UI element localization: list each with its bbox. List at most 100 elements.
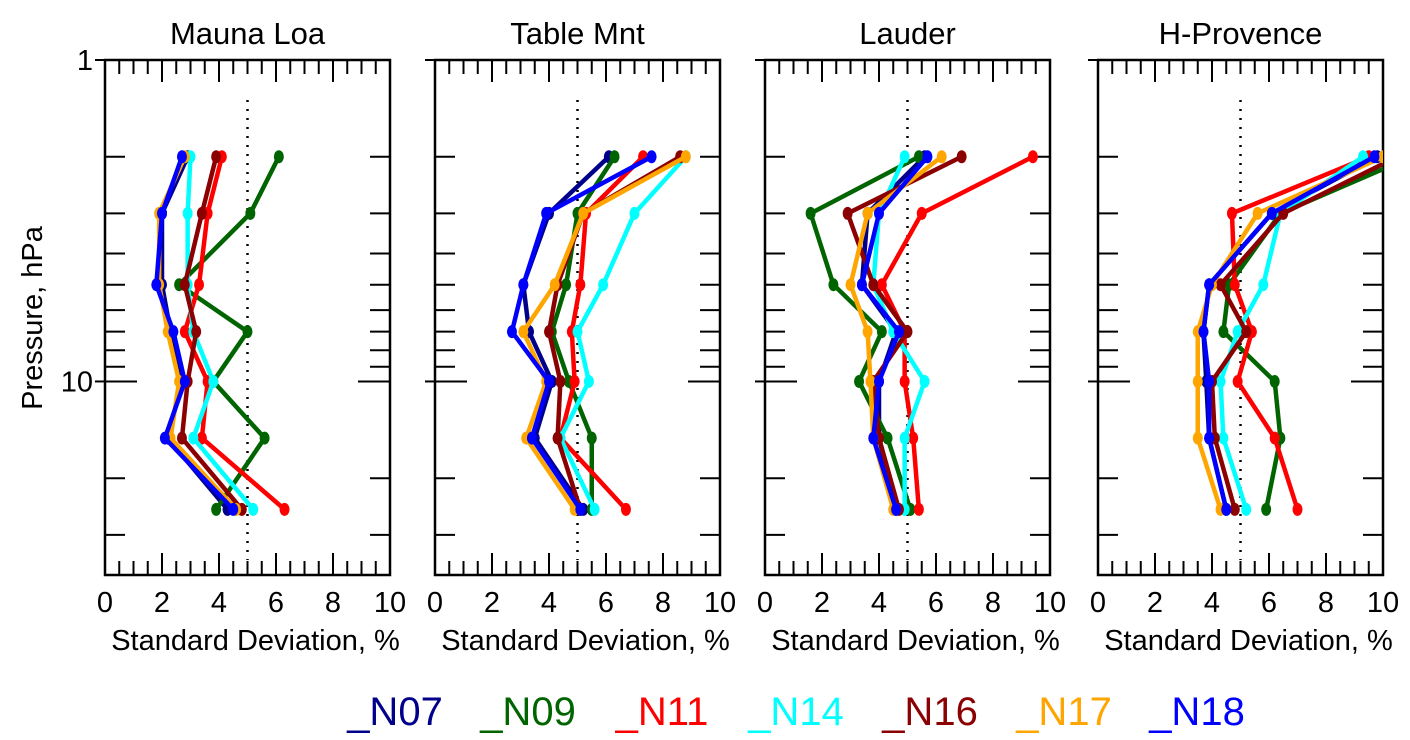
data-point [620,502,631,516]
data-point [1221,502,1232,516]
x-tick-label: 6 [268,587,284,619]
data-point [956,150,967,164]
data-point [168,325,179,339]
x-tick-label: 2 [1147,587,1163,619]
data-point [179,325,190,339]
data-point [1215,374,1226,388]
x-tick-label: 8 [325,587,341,619]
data-point [1266,206,1277,220]
data-point [544,325,554,339]
data-point [1241,502,1252,516]
data-point [575,278,586,292]
y-axis-label: Pressure, hPa [17,225,49,410]
data-point [157,206,167,220]
x-tick-label: 2 [484,587,500,619]
data-point [1269,374,1280,388]
data-point [1027,150,1038,164]
legend-item-n18: _N18 [1148,690,1245,734]
data-point [561,278,572,292]
panel-2: Table Mnt 0 2 4 6 8 10 Standard Deviation, % [425,16,736,657]
data-point [196,431,207,445]
x-tick-label: 0 [427,587,443,619]
data-point [196,206,207,220]
x-axis-label: Standard Deviation, % [1104,625,1393,657]
panel-1: Mauna Loa 0 2 4 6 8 10 1 10 Standard Deviation, % [61,16,406,657]
data-point [586,431,597,445]
data-point [541,206,552,220]
data-point [575,502,586,516]
data-point [1192,374,1203,388]
data-point [248,502,259,516]
data-point [609,150,620,164]
x-tick-label: 10 [1367,587,1399,619]
series-group [1192,150,1383,516]
data-point [552,431,563,445]
panel-title: Mauna Loa [170,16,326,51]
data-point [1198,325,1209,339]
x-tick-label: 4 [871,587,887,619]
data-point [1369,150,1380,164]
data-point [182,206,193,220]
data-point [1252,206,1263,220]
x-tick-label: 0 [757,587,773,619]
data-point [518,278,529,292]
data-point [1204,278,1215,292]
data-point [245,206,256,220]
data-point [899,374,910,388]
data-point [876,278,887,292]
data-point [922,150,933,164]
data-point [179,278,190,292]
data-point [555,374,566,388]
data-point [874,206,884,220]
data-point [1192,431,1203,445]
data-point [868,431,879,445]
x-tick-label: 8 [985,587,1001,619]
data-point [159,431,170,445]
data-point [1229,502,1240,516]
data-point [899,150,910,164]
panel-4: H-Provence 0 2 4 6 8 10 Standard Deviation, % [1088,16,1399,657]
data-point [211,150,222,164]
data-point [913,150,924,164]
data-point [208,374,219,388]
data-point [279,502,290,516]
data-point [828,278,839,292]
data-point [589,502,600,516]
legend-item-n16: _N16 [881,690,978,734]
x-tick-label: 10 [704,587,736,619]
data-point [893,325,904,339]
x-tick-label: 6 [598,587,614,619]
series-group [506,150,691,516]
x-tick-label: 6 [928,587,944,619]
y-tick-label: 1 [77,45,93,77]
x-tick-label: 10 [1034,587,1066,619]
data-point [868,278,879,292]
x-axis-label: Standard Deviation, % [771,625,1060,657]
data-point [913,502,924,516]
series-group [151,150,290,516]
data-point [646,150,657,164]
data-point [1204,374,1215,388]
data-point [194,278,205,292]
data-point [1215,278,1226,292]
data-point [572,325,583,339]
data-point [1226,206,1237,220]
data-point [908,431,919,445]
data-point [891,502,902,516]
data-point [1258,278,1269,292]
x-tick-label: 10 [374,587,406,619]
legend-item-n17: _N17 [1015,690,1112,734]
data-point [876,325,887,339]
legend: _N07 _N09 _N11 _N14 _N16 _N17 _N18 [346,690,1245,734]
data-point [583,374,594,388]
data-point [882,431,893,445]
x-tick-label: 8 [655,587,671,619]
x-axis-label: Standard Deviation, % [111,625,400,657]
x-tick-label: 4 [1204,587,1220,619]
data-point [526,431,537,445]
data-point [176,431,187,445]
data-point [1292,502,1303,516]
data-point [1232,325,1243,339]
data-point [842,206,853,220]
data-point [228,502,239,516]
